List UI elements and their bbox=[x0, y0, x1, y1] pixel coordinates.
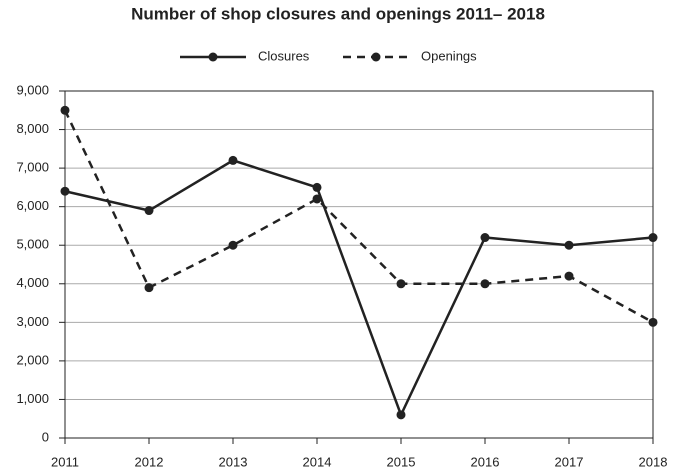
y-tick-label: 8,000 bbox=[16, 121, 49, 136]
y-tick-label: 7,000 bbox=[16, 160, 49, 175]
data-point bbox=[648, 233, 658, 243]
x-tick-label: 2013 bbox=[219, 454, 248, 469]
y-tick-label: 5,000 bbox=[16, 237, 49, 252]
legend-label: Closures bbox=[258, 48, 310, 63]
y-tick-label: 2,000 bbox=[16, 352, 49, 367]
x-tick-label: 2018 bbox=[639, 454, 668, 469]
x-tick-label: 2014 bbox=[303, 454, 332, 469]
plot-border bbox=[64, 90, 654, 439]
legend-marker bbox=[208, 52, 218, 62]
data-point bbox=[564, 271, 574, 281]
x-tick-label: 2017 bbox=[555, 454, 584, 469]
data-point bbox=[144, 206, 154, 216]
data-point bbox=[396, 410, 406, 420]
y-tick-label: 1,000 bbox=[16, 391, 49, 406]
x-tick-label: 2016 bbox=[471, 454, 500, 469]
data-point bbox=[564, 240, 574, 250]
y-tick-label: 6,000 bbox=[16, 198, 49, 213]
data-point bbox=[60, 105, 70, 115]
data-point bbox=[144, 283, 154, 293]
data-point bbox=[312, 194, 322, 204]
legend-marker bbox=[371, 52, 381, 62]
y-tick-label: 0 bbox=[42, 429, 49, 444]
y-tick-label: 3,000 bbox=[16, 314, 49, 329]
data-point bbox=[228, 155, 238, 165]
data-point bbox=[396, 279, 406, 289]
data-point bbox=[228, 240, 238, 250]
series-line bbox=[64, 159, 654, 419]
data-point bbox=[480, 233, 490, 243]
x-tick-label: 2015 bbox=[387, 454, 416, 469]
y-tick-label: 4,000 bbox=[16, 275, 49, 290]
data-point bbox=[480, 279, 490, 289]
series-line bbox=[63, 109, 654, 324]
y-tick-label: 9,000 bbox=[16, 82, 49, 97]
x-tick-label: 2011 bbox=[51, 454, 79, 469]
data-point bbox=[312, 182, 322, 192]
legend-label: Openings bbox=[421, 48, 477, 63]
x-tick-label: 2012 bbox=[135, 454, 164, 469]
data-point bbox=[60, 186, 70, 196]
data-point bbox=[648, 317, 658, 327]
chart-title: Number of shop closures and openings 201… bbox=[131, 4, 545, 23]
